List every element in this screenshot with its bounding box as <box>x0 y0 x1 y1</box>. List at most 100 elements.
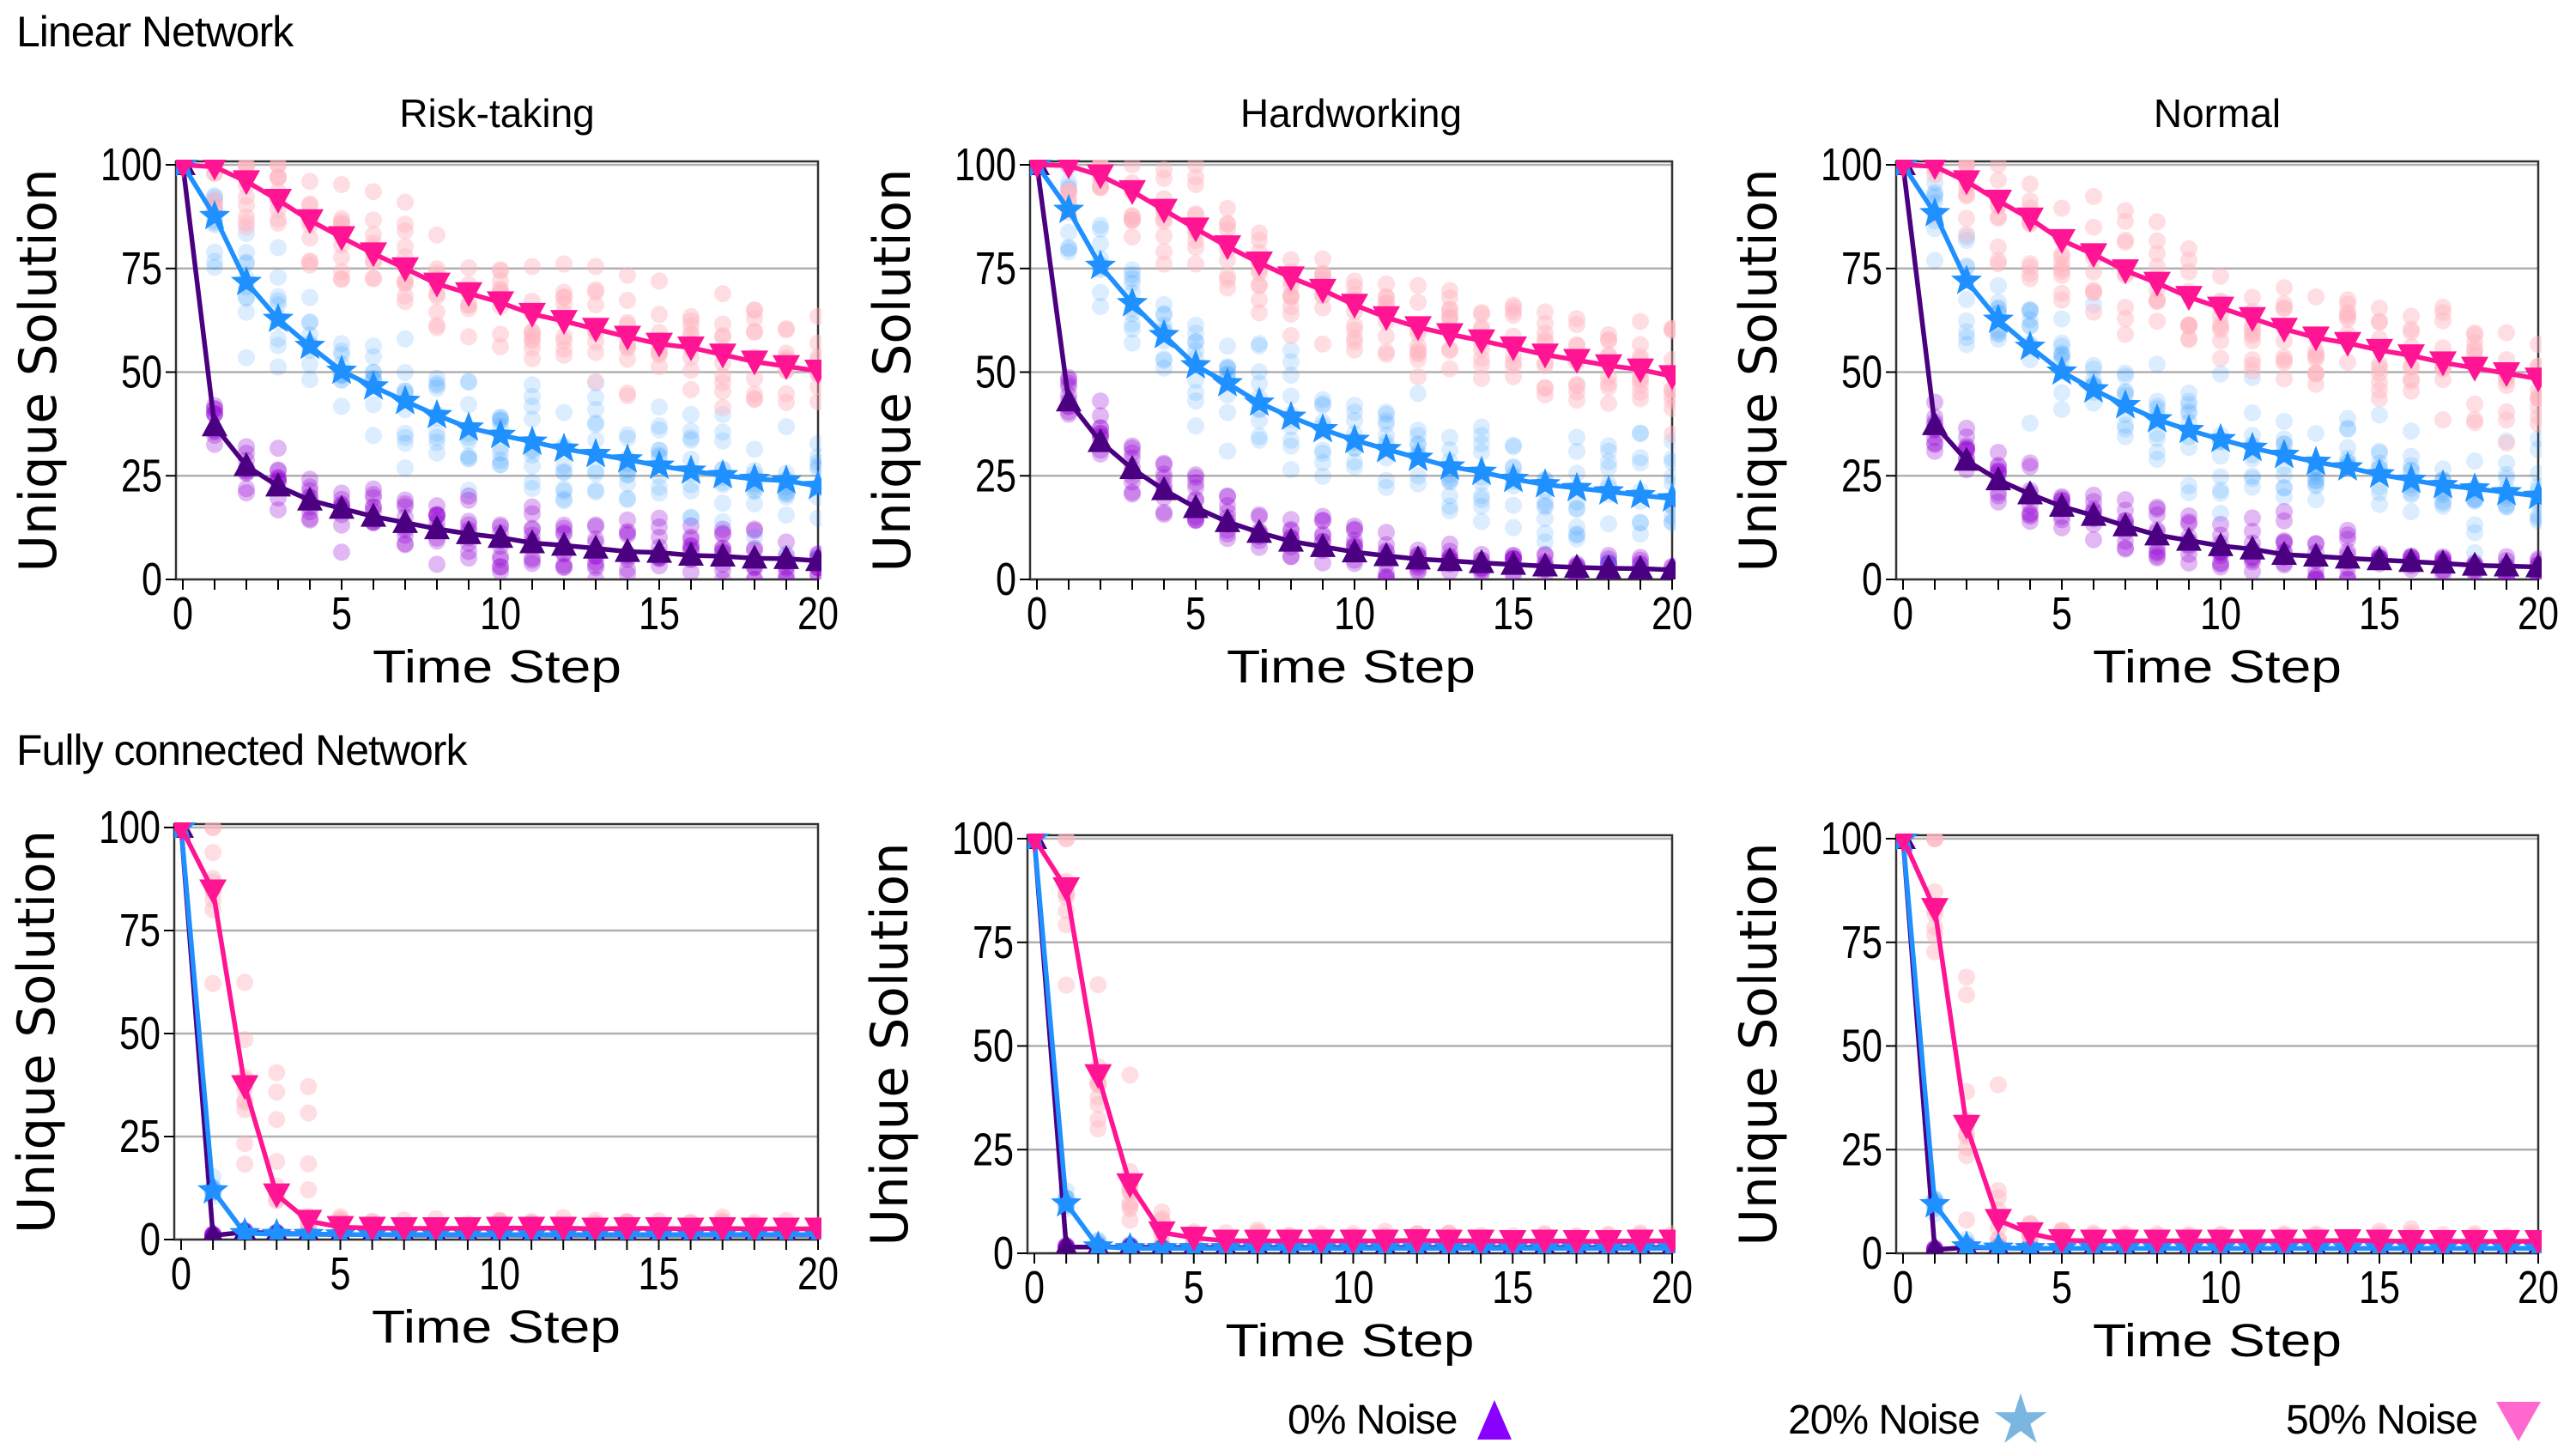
scatter-point <box>2085 530 2102 549</box>
scatter-point <box>2212 554 2229 572</box>
marker-triangle-up <box>488 524 513 549</box>
scatter-point <box>2021 270 2039 288</box>
scatter-point <box>2434 492 2452 510</box>
scatter-point <box>2021 512 2039 530</box>
marker-triangle-down <box>1896 834 1914 852</box>
marker-triangle-down <box>1436 323 1464 349</box>
scatter-point <box>2053 400 2070 418</box>
marker-triangle-down <box>1244 1229 1272 1253</box>
marker-star <box>325 355 358 385</box>
marker-triangle-down <box>1434 1229 1463 1253</box>
scatter-point <box>1378 288 1395 306</box>
scatter-point <box>2530 440 2542 458</box>
scatter-point <box>1568 316 1585 334</box>
scatter-point <box>1505 438 1522 456</box>
scatter-point <box>1219 215 1236 233</box>
scatter-point <box>1537 379 1554 397</box>
scatter-point <box>1537 493 1554 511</box>
marker-triangle-down <box>1246 251 1273 276</box>
scatter-point <box>1219 215 1236 233</box>
scatter-point <box>2053 246 2070 264</box>
scatter-point <box>1155 306 1173 324</box>
scatter-point <box>2149 443 2166 461</box>
scatter-point <box>1664 350 1676 368</box>
marker-star <box>1624 479 1657 509</box>
marker-triangle-down <box>390 1217 418 1240</box>
scatter-point <box>619 491 636 509</box>
section-title-linear-network: Linear Network <box>16 8 294 56</box>
scatter-point <box>1537 385 1554 403</box>
scatter-point <box>2307 424 2324 442</box>
plot-area <box>1896 834 2542 1253</box>
section-title-fully-connected-network: Fully connected Network <box>16 726 467 774</box>
marker-triangle-down <box>1182 217 1209 243</box>
scatter-point <box>2530 390 2542 408</box>
series-line-20-noise <box>179 827 818 1237</box>
scatter-point <box>365 348 382 366</box>
subplot-fully-connected-network-normal: 0 25 50 75 100 0 5 10 15 20 Time Step Unique Soluti… <box>1729 813 2559 1367</box>
scatter-point <box>2466 325 2483 343</box>
scatter-point <box>746 301 763 319</box>
scatter-point <box>2530 390 2542 408</box>
scatter-point <box>204 974 222 992</box>
scatter-point <box>460 396 477 414</box>
marker-triangle-down <box>1985 1209 2012 1234</box>
scatter-point <box>2053 518 2070 537</box>
scatter-point <box>1409 421 1427 440</box>
marker-triangle-down <box>1027 834 1046 852</box>
scatter-point <box>1473 418 1490 436</box>
scatter-point <box>1441 487 1458 505</box>
scatter-point <box>1282 387 1300 405</box>
scatter-point <box>492 325 509 343</box>
scatter-point <box>2371 313 2388 331</box>
scatter-point <box>555 255 573 273</box>
scatter-point <box>2244 332 2261 350</box>
scatter-point <box>1187 239 1204 257</box>
scatter-point <box>397 535 414 553</box>
scatter-point <box>1600 379 1617 397</box>
scatter-point <box>1282 288 1300 306</box>
scatter-point <box>460 447 477 465</box>
scatter-point <box>587 373 604 391</box>
marker-triangle-down <box>2175 286 2203 312</box>
scatter-point <box>1155 454 1173 472</box>
scatter-point <box>2244 467 2261 485</box>
x-tick-label: 0 <box>1893 588 1913 640</box>
scatter-point <box>587 258 604 276</box>
scatter-point <box>1505 496 1522 514</box>
scatter-point <box>301 511 318 529</box>
scatter-point <box>2021 504 2039 522</box>
scatter-point <box>2212 447 2229 465</box>
scatter-point <box>1346 453 1363 471</box>
marker-star <box>1052 193 1085 223</box>
scatter-point <box>204 822 222 836</box>
scatter-point <box>1990 493 2007 511</box>
scatter-point <box>2149 549 2166 567</box>
marker-triangle-down <box>1404 316 1432 342</box>
scatter-point <box>270 500 287 518</box>
y-tick-label: 25 <box>975 450 1016 501</box>
scatter-point <box>587 343 604 361</box>
scatter-point <box>2339 526 2356 544</box>
marker-triangle-up <box>1922 410 1948 435</box>
marker-star <box>643 449 676 479</box>
marker-star <box>452 411 485 441</box>
scatter-point <box>2180 515 2197 533</box>
scatter-point <box>619 426 636 444</box>
scatter-point <box>428 497 445 515</box>
scatter-point <box>428 555 445 573</box>
scatter-50-noise <box>1926 160 2542 452</box>
x-tick-label: 20 <box>1652 588 1693 640</box>
marker-star <box>611 443 644 473</box>
scatter-point <box>2307 468 2324 486</box>
scatter-point <box>2339 353 2356 371</box>
scatter-point <box>2466 414 2483 432</box>
scatter-point <box>682 380 700 398</box>
y-axis-label: Unique Solution <box>9 169 69 573</box>
scatter-point <box>1537 379 1554 397</box>
scatter-point <box>1282 251 1300 269</box>
x-axis-label: Time Step <box>372 1301 621 1353</box>
scatter-point <box>1409 367 1427 385</box>
scatter-point <box>619 524 636 542</box>
scatter-point <box>2307 568 2324 579</box>
